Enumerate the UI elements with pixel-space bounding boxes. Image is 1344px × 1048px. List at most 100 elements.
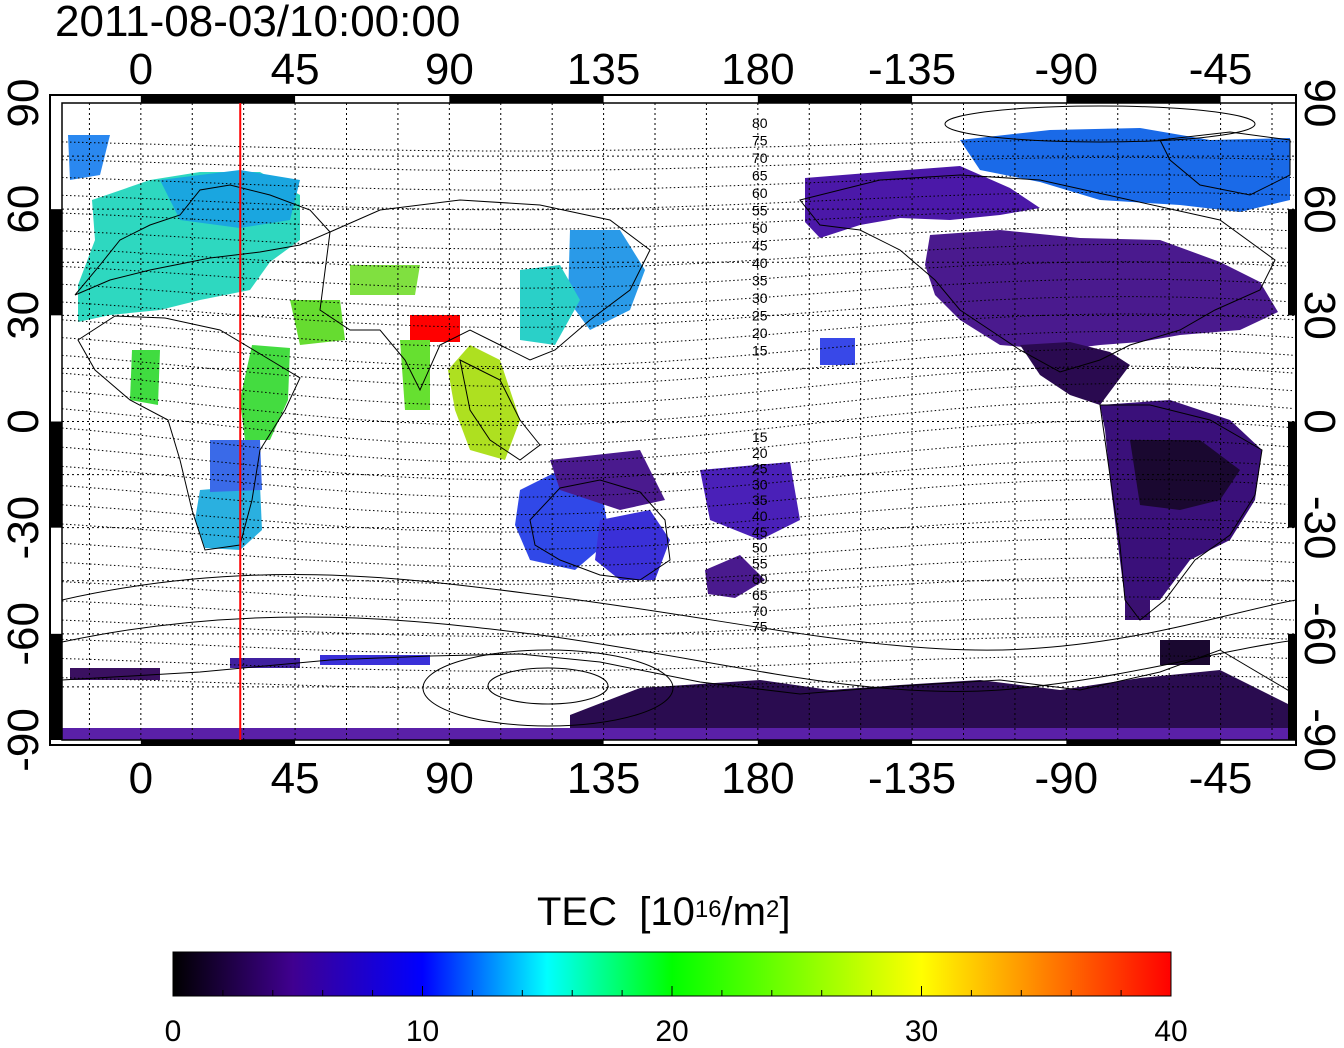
top-lon-label: 90	[425, 45, 474, 94]
tec-patch-south-africa	[195, 485, 262, 550]
tec-patch-north-america	[925, 230, 1278, 350]
colorbar-unit-exponent: 16	[694, 896, 722, 923]
bottom-lon-label: 135	[567, 754, 640, 803]
magnetic-latitude-line	[62, 518, 1295, 550]
left-lat-label: 90	[0, 79, 48, 128]
colorbar-tick-label: 30	[905, 1015, 938, 1048]
tec-patch-arctic-ca	[960, 128, 1290, 212]
left-lat-label: 60	[0, 185, 48, 234]
contour-mid	[422, 649, 674, 727]
top-lon-label: -135	[868, 45, 956, 94]
contour-outer	[62, 616, 1296, 693]
mlat-label-south: 20	[752, 445, 768, 461]
left-lat-label: 0	[0, 409, 48, 433]
frame-band-bottom	[1066, 740, 1221, 745]
magnetic-latitude-line	[62, 557, 1295, 585]
bottom-longitude-ticks: 0 45 90 135 180 -135 -90 -45	[129, 754, 1253, 803]
top-lon-label: -90	[1035, 45, 1099, 94]
tec-patch-antarctic-coast-2	[230, 658, 300, 668]
left-latitude-ticks: 90 60 30 0 -30 -60 -90	[0, 79, 48, 772]
mlat-label-south: 25	[752, 461, 768, 477]
tec-patch-scandinavia	[160, 170, 300, 228]
bottom-lon-label: 45	[271, 754, 320, 803]
magnetic-latitude-line	[62, 596, 1295, 620]
colorbar-tick-label: 20	[655, 1015, 688, 1048]
tec-patch-india-green	[400, 340, 430, 410]
coast-south-america	[1099, 404, 1263, 621]
top-lon-label: -45	[1189, 45, 1253, 94]
tec-patch-brazil-dark	[1130, 440, 1240, 510]
colorbar-ticks: 0 10 20 30 40	[165, 986, 1188, 1048]
frame-band-marks	[50, 95, 1296, 745]
coast-asia	[319, 199, 651, 392]
frame-band-right	[1288, 209, 1296, 316]
frame-band-top	[1066, 95, 1221, 103]
magnetic-latitude-line	[62, 537, 1295, 568]
left-lat-label: -90	[0, 708, 48, 772]
colorbar-unit-mid: /m	[721, 890, 766, 934]
tec-patch-australia-north	[550, 450, 665, 510]
mlat-label-north: 35	[752, 273, 768, 289]
frame-band-top	[449, 95, 604, 103]
left-lat-label: -60	[0, 602, 48, 666]
magnetic-latitude-line	[62, 459, 1295, 498]
tec-patch-central-asia	[350, 265, 420, 295]
magnetic-latitude-line	[62, 635, 1295, 655]
frame-band-right	[1288, 633, 1296, 740]
tec-data-layer	[62, 128, 1290, 740]
tec-patch-hawaii	[820, 338, 855, 365]
top-lon-label: 0	[129, 45, 153, 94]
magnetic-latitude-line	[62, 226, 1295, 250]
bottom-lon-label: 180	[721, 754, 794, 803]
magnetic-latitude-line	[62, 209, 1295, 230]
frame-band-bottom	[449, 740, 604, 745]
tec-patch-sumatra	[448, 345, 520, 460]
magnetic-latitude-line	[62, 478, 1295, 516]
frame-band-bottom	[757, 740, 913, 745]
tec-patch-central-america	[1020, 342, 1130, 405]
magnetic-latitude-line	[62, 139, 1295, 152]
mlat-label-south: 15	[752, 429, 768, 445]
left-lat-label: 30	[0, 291, 48, 340]
magnetic-latitude-line	[62, 278, 1295, 309]
coast-se-asia	[459, 359, 541, 461]
tec-patch-pacific	[700, 462, 800, 540]
mlat-label-north: 75	[752, 133, 768, 149]
top-lon-label: 180	[721, 45, 794, 94]
colorbar-unit-base: 10	[650, 890, 695, 934]
magnetic-latitude-line	[62, 616, 1295, 637]
mlat-label-south: 75	[752, 619, 768, 635]
right-lat-label: -90	[1295, 708, 1344, 772]
contour-outer-2	[62, 574, 1296, 651]
coast-australia	[529, 479, 671, 581]
tec-patch-east-africa	[240, 345, 290, 440]
magnetic-latitude-line	[62, 498, 1295, 533]
top-lon-label: 135	[567, 45, 640, 94]
colorbar-tick-label: 0	[165, 1015, 182, 1048]
coast-europe	[74, 184, 331, 296]
mlat-label-north: 15	[752, 343, 768, 359]
mlat-label-north: 65	[752, 168, 768, 184]
frame-band-bottom	[140, 740, 296, 745]
right-lat-label: -30	[1295, 496, 1344, 560]
mlat-label-north: 20	[752, 325, 768, 341]
magnetic-latitude-line	[62, 674, 1295, 690]
mlat-label-south: 60	[752, 571, 768, 587]
tec-patch-middle-east	[290, 300, 345, 345]
bottom-lon-label: -45	[1189, 754, 1253, 803]
mlat-label-south: 45	[752, 524, 768, 540]
tec-patch-west-africa	[130, 350, 160, 405]
tec-patch-patagonia	[1125, 600, 1150, 620]
mlat-label-south: 70	[752, 603, 768, 619]
mlat-label-north: 50	[752, 220, 768, 236]
coast-greenland	[1159, 131, 1291, 196]
frame-band-left	[50, 633, 62, 740]
frame-band-top	[757, 95, 913, 103]
contour-north-pole	[944, 105, 1256, 143]
mlat-label-north: 30	[752, 290, 768, 306]
magnetic-latitude-contours	[62, 139, 1295, 690]
colorbar-tick-label: 10	[406, 1015, 439, 1048]
left-lat-label: -30	[0, 496, 48, 560]
right-lat-label: 90	[1295, 79, 1344, 128]
